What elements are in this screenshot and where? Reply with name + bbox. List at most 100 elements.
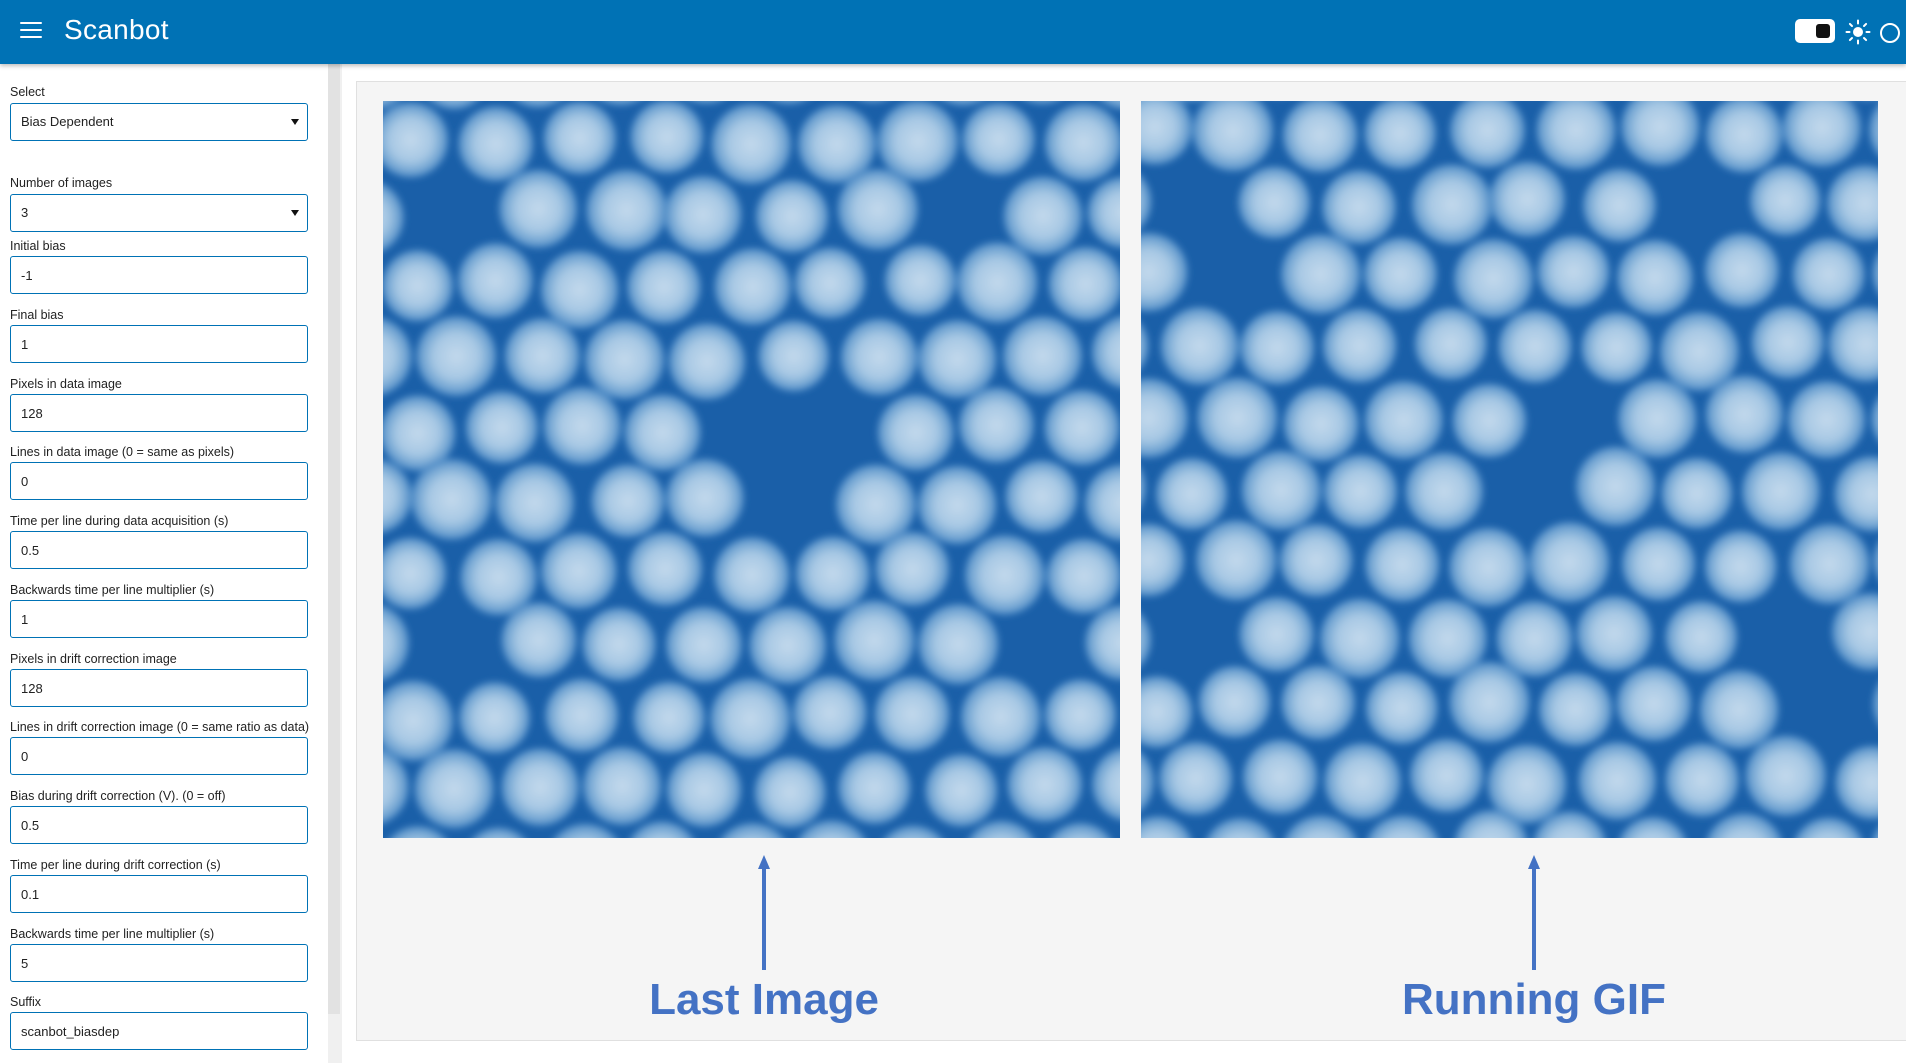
- atom: [837, 750, 912, 825]
- atom: [1791, 237, 1866, 311]
- final-bias-input[interactable]: [10, 325, 308, 363]
- atom: [1183, 101, 1200, 102]
- atom: [1453, 238, 1534, 319]
- time-per-line-drift-label: Time per line during drift correction (s…: [10, 858, 221, 872]
- atom: [874, 531, 950, 607]
- atom: [961, 102, 1036, 176]
- pixels-data-input[interactable]: [10, 394, 308, 432]
- atom: [494, 462, 575, 543]
- sun-icon[interactable]: [1845, 19, 1871, 45]
- atom: [1660, 457, 1733, 530]
- lines-drift-input[interactable]: [10, 737, 308, 775]
- experiment-select[interactable]: Bias Dependent: [10, 103, 308, 141]
- circle-icon[interactable]: [1880, 23, 1900, 43]
- atom: [795, 535, 871, 612]
- atom: [1704, 529, 1778, 603]
- atom: [1577, 741, 1657, 821]
- atom: [1794, 817, 1863, 838]
- atom: [600, 101, 640, 106]
- atom: [498, 169, 578, 249]
- time-per-line-data-input[interactable]: [10, 531, 308, 569]
- atom: [1242, 738, 1319, 815]
- atom: [623, 393, 702, 472]
- atom: [1448, 661, 1531, 743]
- atom: [1323, 742, 1402, 821]
- chevron-down-icon: [291, 210, 299, 216]
- atom: [1025, 101, 1059, 105]
- arrow-up-icon: [1528, 855, 1540, 970]
- atom: [465, 390, 539, 465]
- atom: [457, 242, 534, 319]
- atom: [1705, 374, 1784, 454]
- atom: [1407, 598, 1488, 679]
- atom: [472, 827, 525, 838]
- final-bias-label: Final bias: [10, 308, 64, 322]
- time-per-line-data-label: Time per line during data acquisition (s…: [10, 514, 229, 528]
- atom: [1448, 527, 1529, 608]
- atom: [1616, 665, 1692, 742]
- atom: [668, 322, 746, 401]
- atom: [1496, 600, 1573, 678]
- suffix-input[interactable]: [10, 1012, 308, 1050]
- atom: [1047, 246, 1120, 322]
- atom: [1365, 671, 1439, 745]
- atom: [543, 101, 617, 175]
- atom: [383, 183, 405, 252]
- atom: [1580, 311, 1653, 384]
- experiment-select-value: Bias Dependent: [21, 114, 114, 129]
- atom: [1705, 101, 1784, 174]
- atom: [772, 101, 806, 105]
- atom: [1206, 817, 1275, 838]
- atom: [585, 169, 668, 251]
- atom: [632, 681, 706, 754]
- toggle-knob: [1816, 24, 1830, 38]
- atom: [1414, 306, 1488, 381]
- atom: [1192, 101, 1274, 172]
- atom: [1575, 446, 1656, 527]
- atom: [1282, 385, 1360, 462]
- atom: [1160, 306, 1240, 386]
- initial-bias-input[interactable]: [10, 256, 308, 294]
- atom: [1049, 822, 1112, 838]
- sidebar-scrollbar[interactable]: [328, 64, 342, 1063]
- num-images-value: 3: [21, 205, 29, 220]
- atom: [1004, 459, 1079, 534]
- atom: [924, 753, 999, 828]
- num-images-select[interactable]: 3: [10, 194, 308, 232]
- atom: [1141, 377, 1189, 459]
- atom: [1141, 815, 1192, 838]
- theme-toggle[interactable]: [1795, 19, 1835, 43]
- atom: [383, 101, 399, 109]
- atom: [413, 748, 495, 829]
- atom: [1409, 738, 1484, 813]
- atom: [877, 101, 959, 182]
- atom: [1834, 745, 1878, 820]
- pixels-drift-input[interactable]: [10, 669, 308, 707]
- atom: [1704, 232, 1780, 309]
- atom: [1617, 378, 1698, 459]
- atom: [1827, 306, 1878, 383]
- atom: [1084, 604, 1120, 681]
- atom: [1238, 596, 1315, 673]
- atom: [860, 101, 886, 104]
- atom: [582, 746, 662, 826]
- atom: [1454, 809, 1528, 838]
- atom: [1239, 310, 1315, 386]
- backwards-multiplier-data-input[interactable]: [10, 600, 308, 638]
- atom: [457, 105, 534, 182]
- atom: [720, 822, 785, 838]
- atom: [389, 825, 446, 838]
- atom: [415, 315, 497, 397]
- atom: [540, 532, 618, 610]
- lines-data-input[interactable]: [10, 462, 308, 500]
- scrollbar-thumb[interactable]: [328, 64, 340, 1014]
- bias-drift-input[interactable]: [10, 806, 308, 844]
- atom: [1155, 457, 1229, 531]
- atom: [964, 534, 1046, 616]
- backwards-multiplier-drift-input[interactable]: [10, 944, 308, 982]
- hamburger-menu-icon[interactable]: [20, 22, 42, 40]
- time-per-line-drift-input[interactable]: [10, 875, 308, 913]
- atom: [1538, 672, 1613, 747]
- arrow-up-icon: [758, 855, 770, 970]
- atom: [1826, 164, 1878, 242]
